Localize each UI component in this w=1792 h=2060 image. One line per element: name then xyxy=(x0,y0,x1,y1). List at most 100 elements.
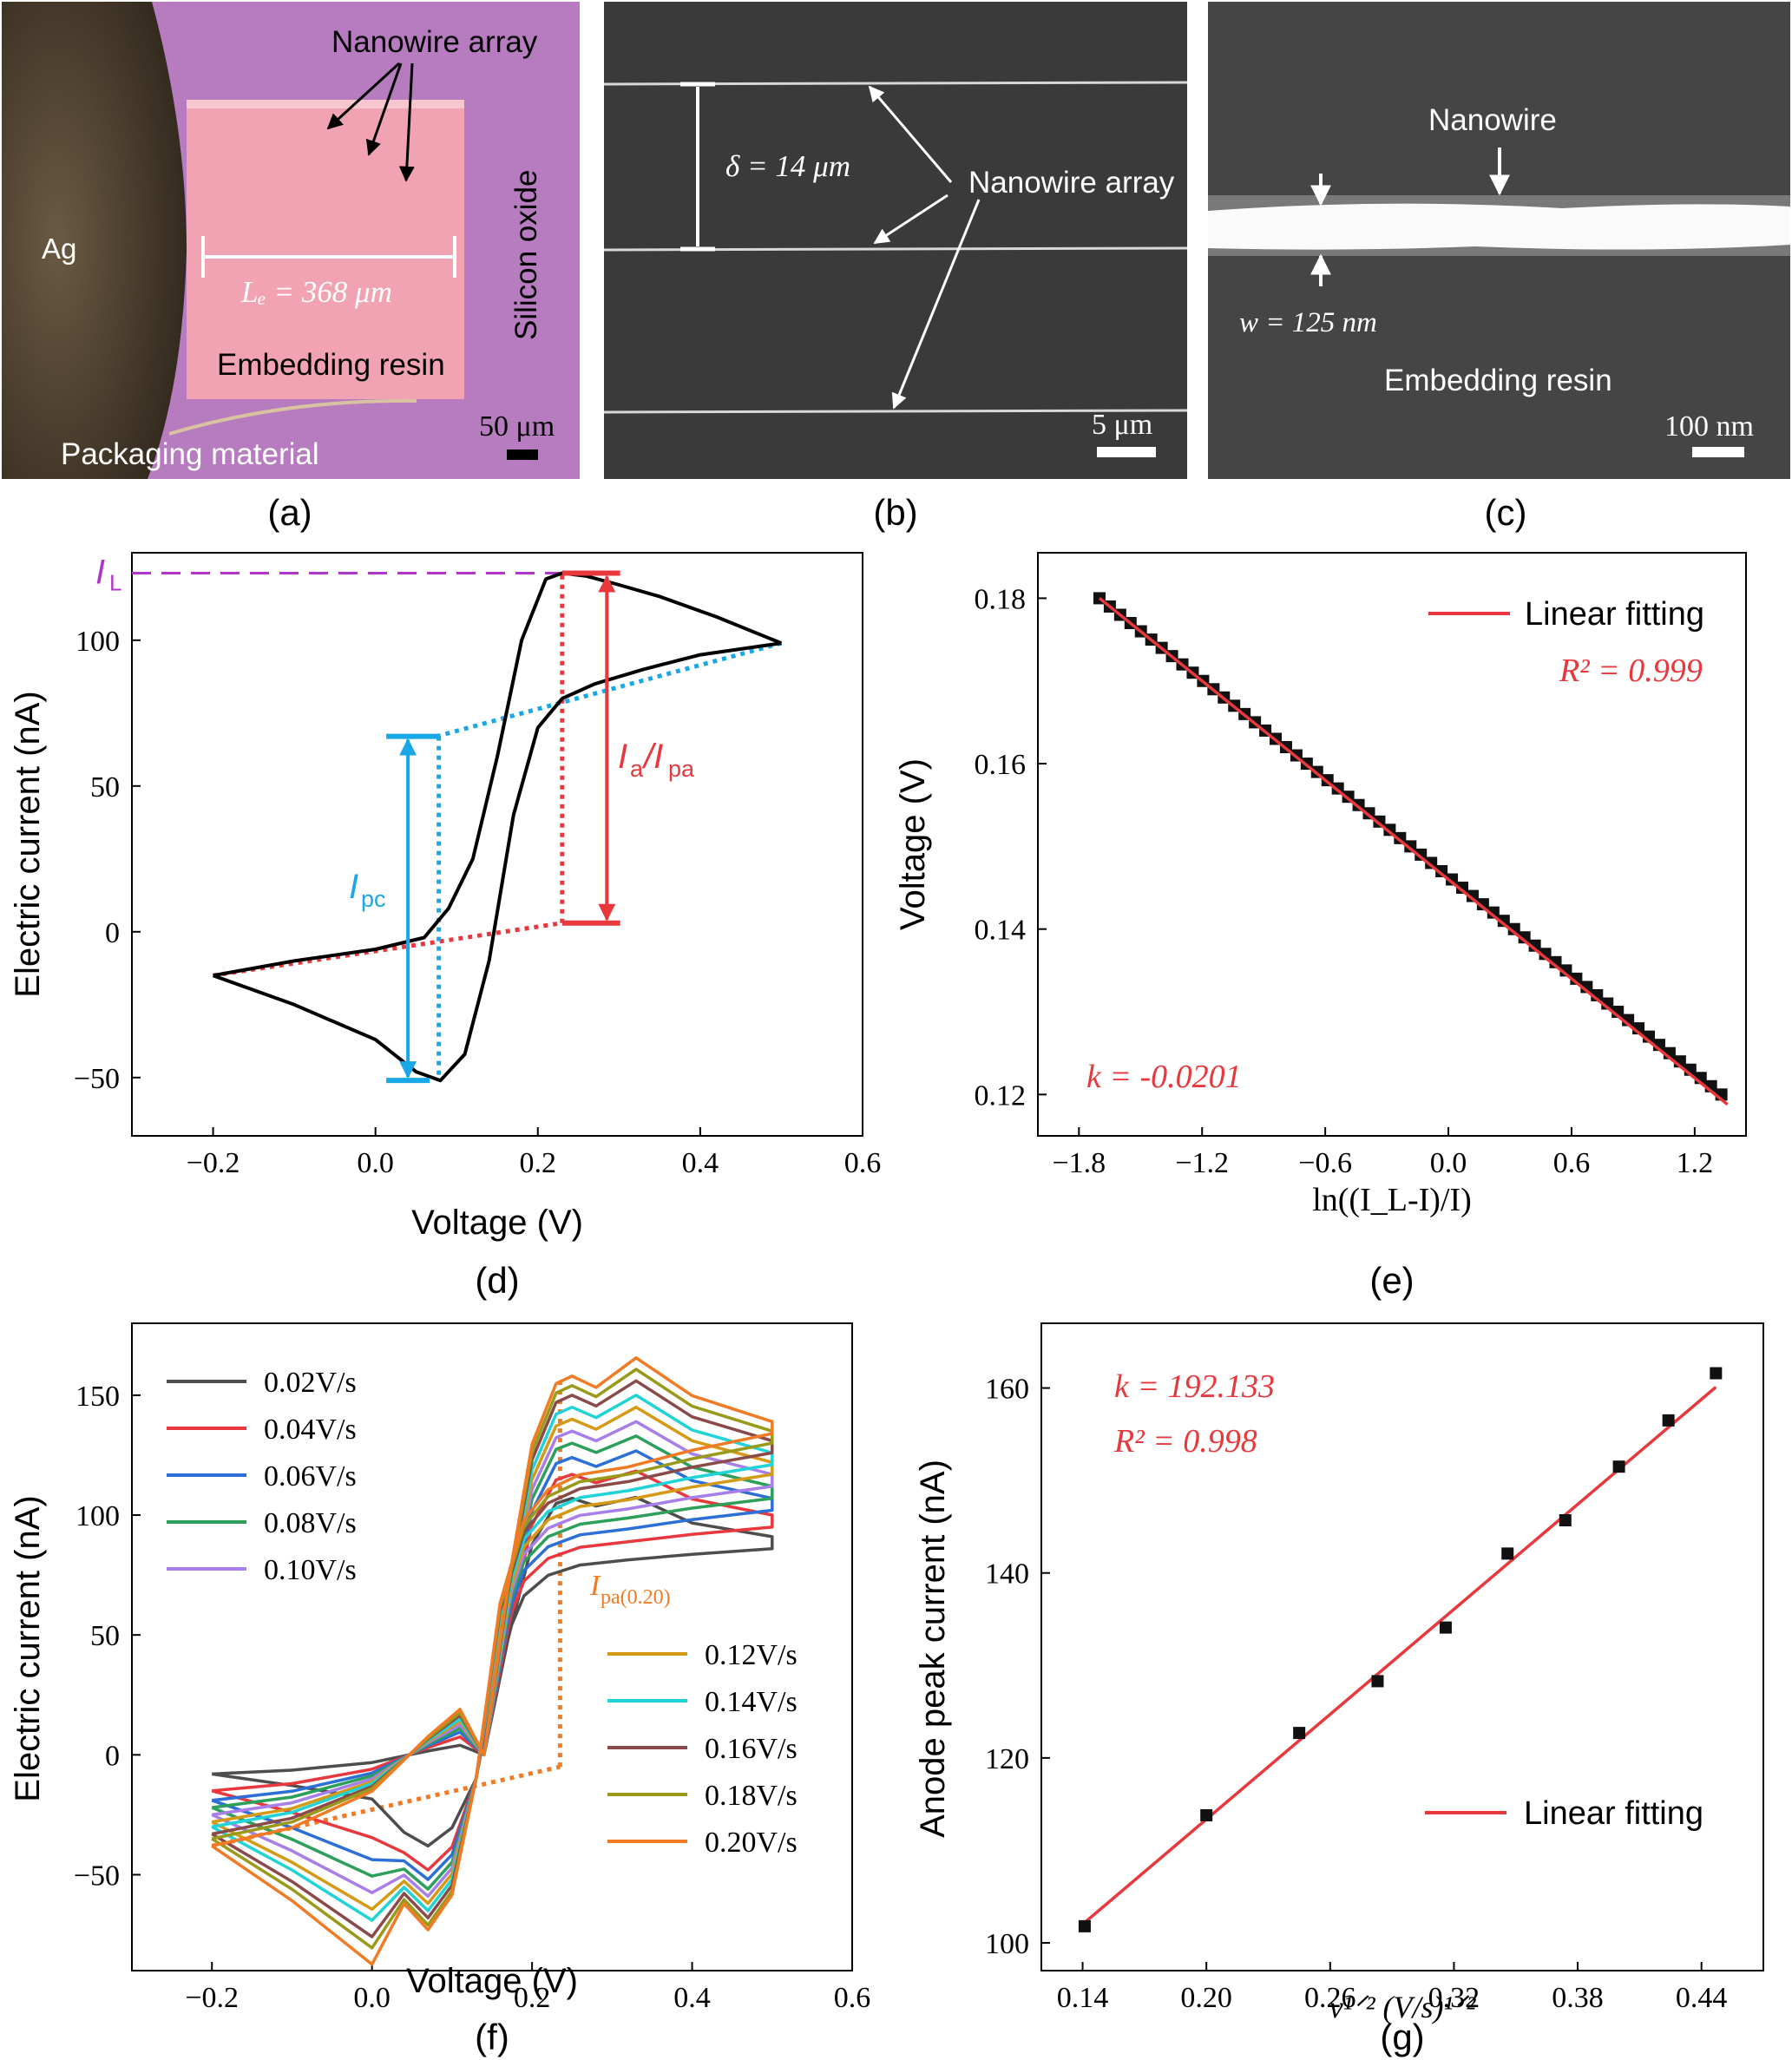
y-tick-label: 140 xyxy=(985,1558,1029,1591)
y-tick-label: 0.16 xyxy=(975,749,1027,781)
cathodic-baseline xyxy=(436,640,783,739)
x-tick-label: 0.2 xyxy=(520,1147,557,1179)
ipa-sub: pa(0.20) xyxy=(601,1586,671,1609)
x-axis-label: Voltage (V) xyxy=(411,1204,583,1242)
k-label: k = 192.133 xyxy=(1114,1368,1275,1405)
y-tick-label: 0.18 xyxy=(975,583,1027,615)
x-tick-label: 0.32 xyxy=(1428,1982,1480,2014)
y-axis-label: Electric current (nA) xyxy=(9,1495,47,1801)
y-tick-label: 50 xyxy=(90,771,120,804)
tag-c: (c) xyxy=(1485,492,1527,533)
legend-label: 0.20V/s xyxy=(705,1827,798,1859)
tag-e: (e) xyxy=(1369,1260,1414,1301)
legend-label: 0.18V/s xyxy=(705,1780,798,1812)
ipc-label: I xyxy=(349,868,358,906)
x-axis-label: Voltage (V) xyxy=(406,1962,578,2000)
a-label-nanowire-array: Nanowire array xyxy=(331,25,538,59)
x-tick-label: −0.6 xyxy=(1298,1147,1352,1179)
data-point xyxy=(1439,1621,1452,1634)
x-axis-label: ν¹ᐟ² (V/s)¹ᐟ² xyxy=(1329,1990,1477,2024)
legend-label: 0.10V/s xyxy=(264,1554,357,1586)
x-axis-label: ln((I_L-I)/I) xyxy=(1312,1182,1472,1218)
y-tick-label: 100 xyxy=(75,626,120,658)
data-point xyxy=(1612,1460,1625,1473)
y-tick-label: 120 xyxy=(985,1743,1029,1775)
cv-curve-0.02V/s xyxy=(211,1495,774,1848)
y-tick-label: −50 xyxy=(74,1860,120,1892)
ipa-label: I xyxy=(589,1570,601,1602)
y-axis-label: Voltage (V) xyxy=(894,758,932,930)
data-point xyxy=(1446,873,1459,886)
b-scale-label: 5 μm xyxy=(1092,409,1152,441)
legend-label: Linear fitting xyxy=(1525,596,1704,633)
b-dimension-delta: δ = 14 μm xyxy=(725,149,850,183)
x-tick-label: 0.38 xyxy=(1552,1982,1604,2014)
ia-slash: /I xyxy=(641,738,663,776)
y-tick-label: 0.14 xyxy=(975,915,1027,947)
a-label-silicon-oxide: Silicon oxide xyxy=(509,170,543,341)
chart-f: −0.2 0.0 0.2 0.4 0.6 −50 0 50 100 150 Voltage (V) E… xyxy=(9,1322,871,2057)
r2-label: R² = 0.998 xyxy=(1113,1423,1257,1460)
legend-label: 0.12V/s xyxy=(705,1639,798,1671)
data-point xyxy=(1501,1547,1514,1560)
y-tick-label: 150 xyxy=(75,1381,120,1413)
b-label-nanowire-array: Nanowire array xyxy=(968,166,1175,200)
y-axis-label: Anode peak current (nA) xyxy=(914,1460,952,1838)
plot-frame xyxy=(1040,1322,1764,1971)
fit-line xyxy=(1083,1386,1717,1924)
c-label-embedding-resin: Embedding resin xyxy=(1384,364,1612,397)
data-point xyxy=(1435,864,1448,877)
data-point xyxy=(1710,1367,1723,1380)
data-point xyxy=(1415,848,1428,861)
chart-d: −0.2 0.0 0.2 0.4 0.6 −50 0 50 100 Voltage (V) Elec… xyxy=(9,552,882,1301)
x-tick-label: 1.2 xyxy=(1677,1147,1714,1179)
embedding-resin-block xyxy=(187,100,464,399)
data-point xyxy=(1528,939,1541,952)
x-tick-label: 0.6 xyxy=(834,1982,871,2014)
a-scale-bar xyxy=(507,449,538,460)
chart-e: −1.8 −1.2 −0.6 0.0 0.6 1.2 0.12 0.14 0.16 0.18 ln(… xyxy=(894,552,1747,1301)
il-label: I xyxy=(95,554,105,592)
x-tick-label: −1.2 xyxy=(1175,1147,1229,1179)
micrograph-c: Nanowire Embedding resin w = 125 nm 100 … xyxy=(1208,2,1790,479)
data-point xyxy=(1518,931,1531,944)
a-label-embedding-resin: Embedding resin xyxy=(217,348,445,382)
x-tick-label: 0.4 xyxy=(682,1147,719,1179)
nanowire-strip xyxy=(1208,203,1790,250)
x-tick-label: 0.6 xyxy=(844,1147,882,1179)
c-scale-label: 100 nm xyxy=(1664,410,1754,443)
c-dimension-w: w = 125 nm xyxy=(1239,307,1377,338)
data-point xyxy=(1662,1414,1675,1427)
tag-a: (a) xyxy=(267,492,312,533)
data-point xyxy=(1425,856,1438,869)
data-point xyxy=(1466,889,1479,902)
tag-f: (f) xyxy=(475,2017,509,2057)
x-tick-label: −0.2 xyxy=(185,1982,239,2014)
x-tick-label: 0.0 xyxy=(353,1982,391,2014)
r2-label: R² = 0.999 xyxy=(1559,653,1703,689)
cv-curve xyxy=(212,641,782,1083)
x-tick-label: 0.6 xyxy=(1553,1147,1591,1179)
x-tick-label: 0.44 xyxy=(1676,1982,1728,2014)
y-tick-label: 0 xyxy=(105,1740,120,1772)
x-tick-label: 0.0 xyxy=(357,1147,394,1179)
tag-d: (d) xyxy=(475,1260,519,1301)
y-tick-label: −50 xyxy=(74,1063,120,1095)
cv-curve xyxy=(213,571,783,978)
data-point xyxy=(1507,922,1520,935)
data-point xyxy=(1200,1808,1213,1821)
y-tick-label: 50 xyxy=(90,1620,120,1652)
y-tick-label: 0.12 xyxy=(975,1079,1027,1112)
x-tick-label: 0.14 xyxy=(1057,1982,1109,2014)
plot-frame xyxy=(131,1322,853,1971)
ag-region xyxy=(2,2,187,479)
fit-line xyxy=(1098,597,1729,1106)
y-tick-label: 0 xyxy=(105,917,120,949)
plot-frame xyxy=(1037,552,1747,1137)
cv-curve-0.04V/s xyxy=(211,1469,774,1872)
micrograph-a: Nanowire array Ag Silicon oxide Embeddin… xyxy=(2,2,580,479)
tag-b: (b) xyxy=(873,492,917,533)
micrograph-b: Nanowire array δ = 14 μm 5 μm xyxy=(603,2,1188,479)
y-tick-label: 100 xyxy=(75,1500,120,1532)
data-point xyxy=(1456,882,1469,895)
